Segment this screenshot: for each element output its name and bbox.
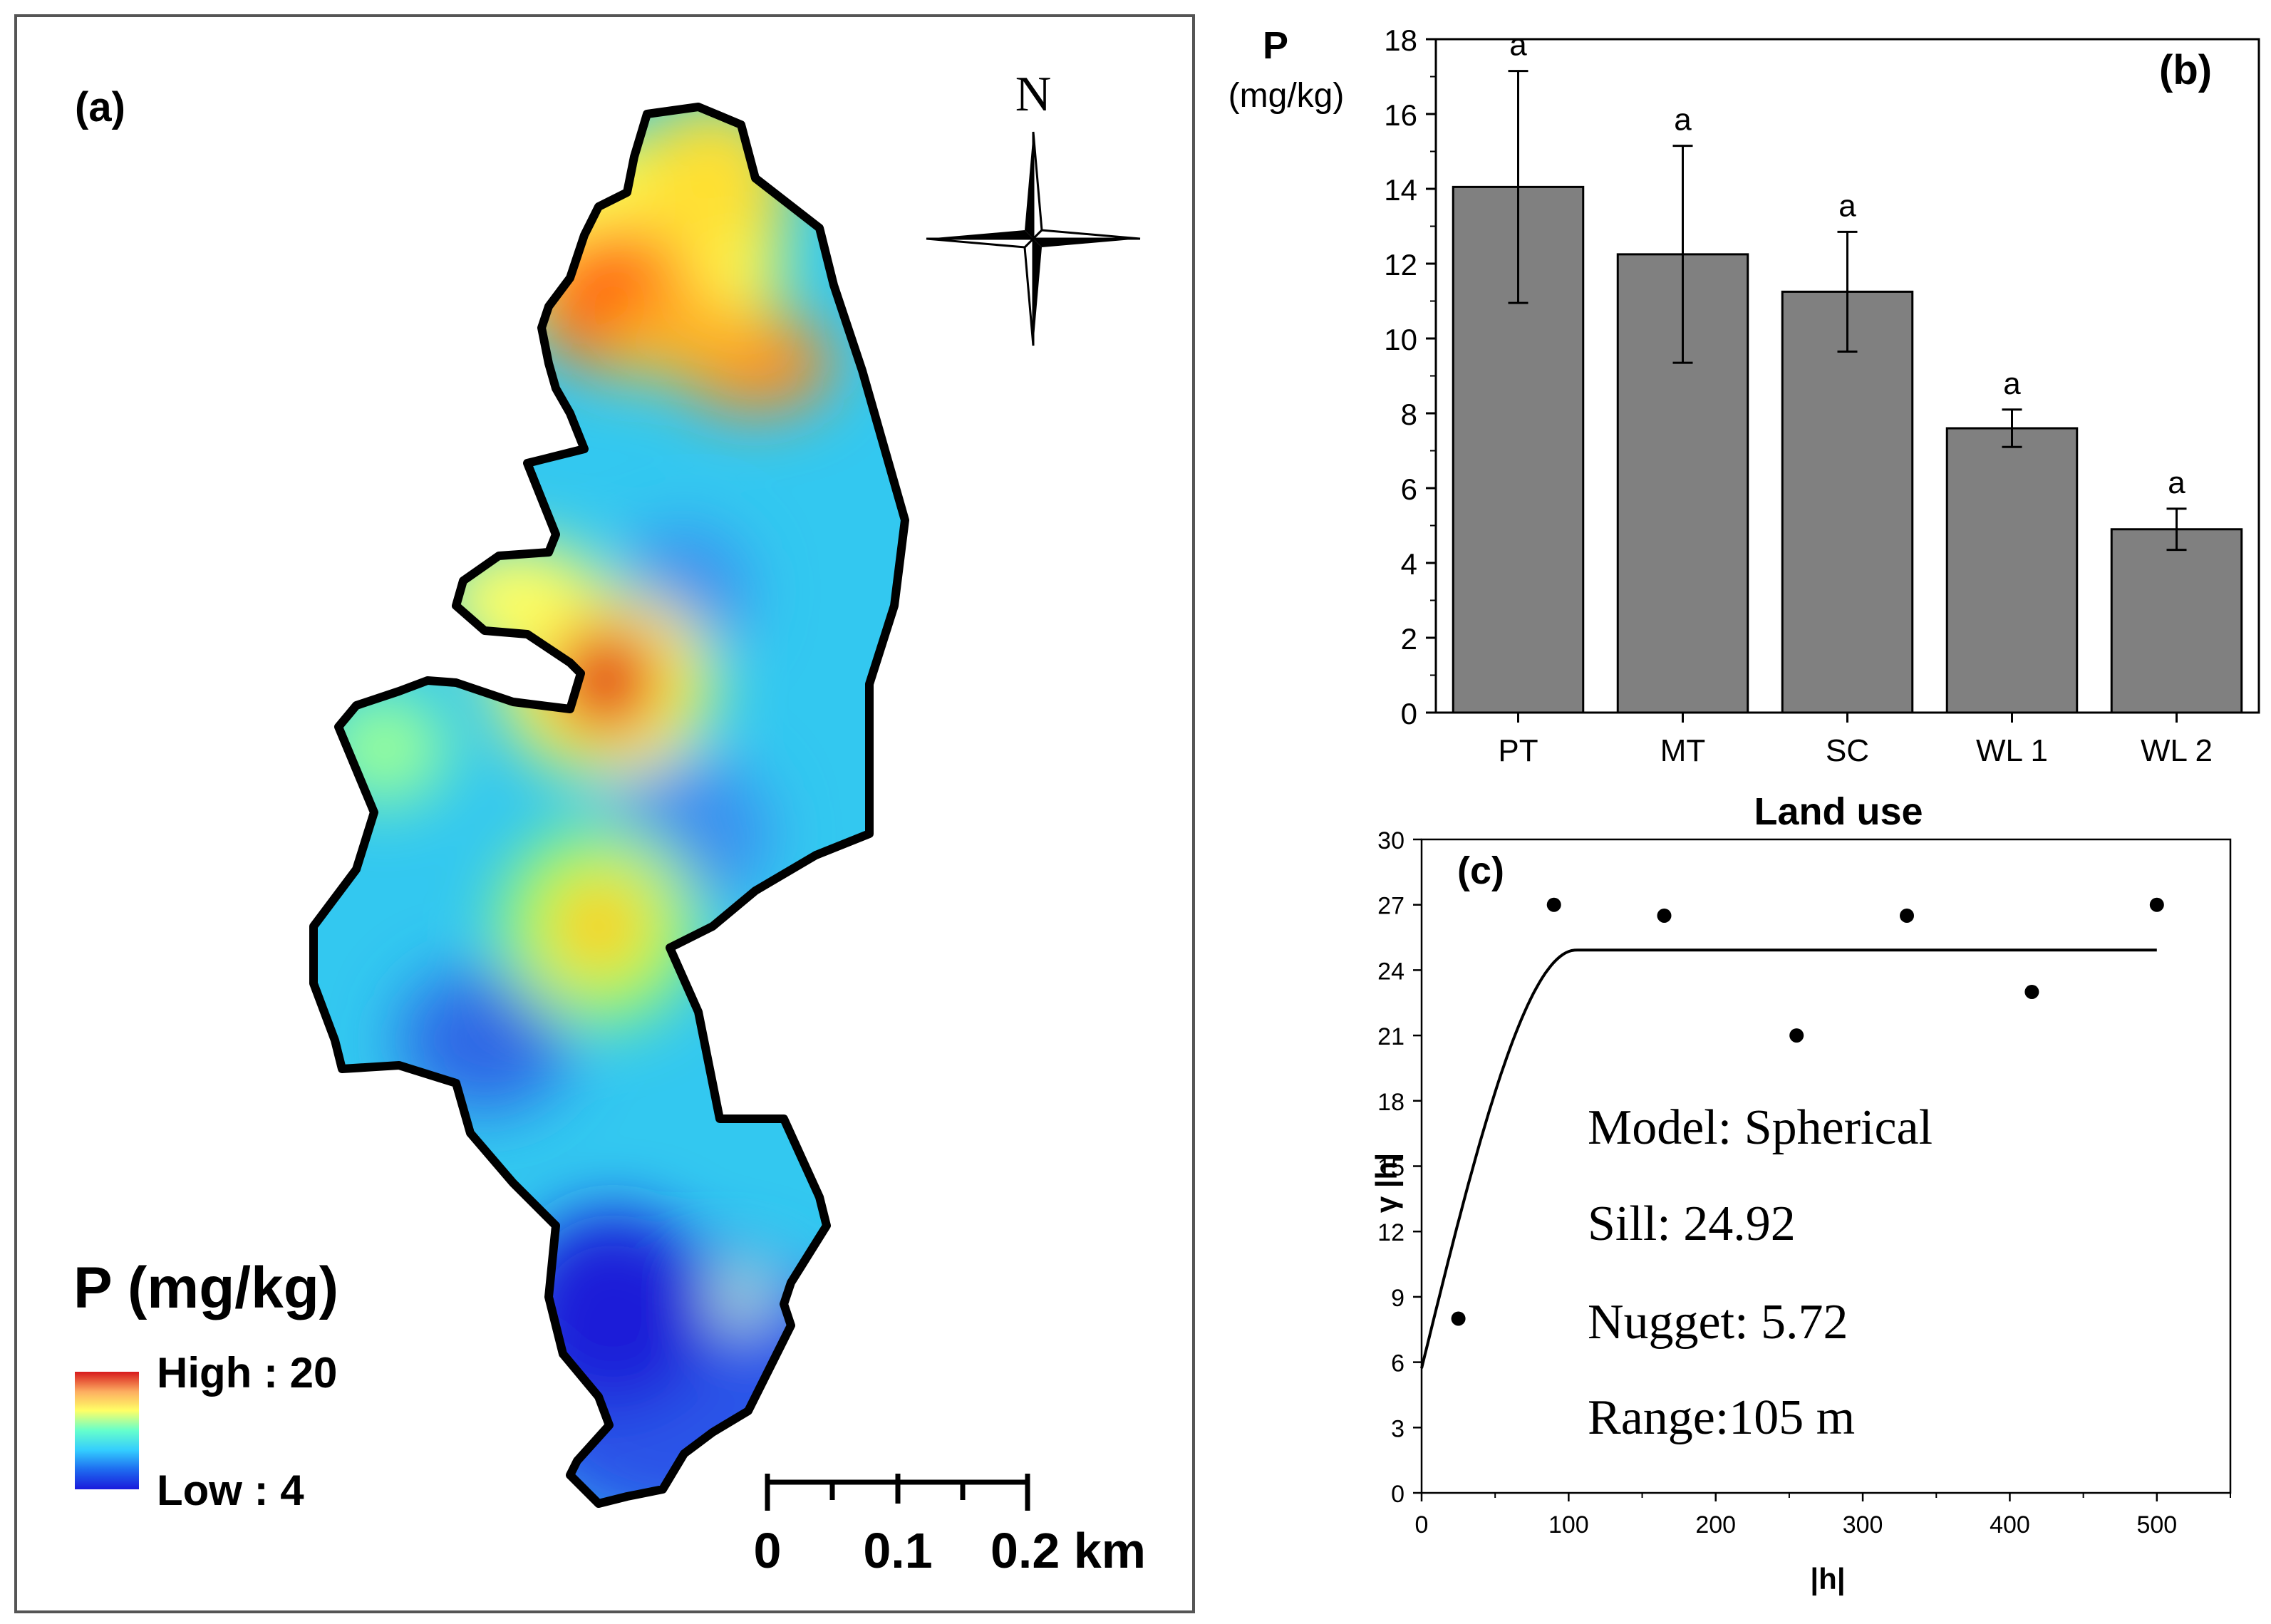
variogram-xtick-label: 400 — [1990, 1511, 2030, 1538]
variogram-ytick-label: 15 — [1377, 1154, 1404, 1181]
bar-xtick-label: SC — [1826, 733, 1869, 768]
semivariance-point — [1657, 908, 1672, 923]
variogram-ytick-label: 12 — [1377, 1219, 1404, 1246]
variogram-ytick-label: 27 — [1377, 893, 1404, 920]
scale-label-0: 0 — [754, 1523, 782, 1578]
bar-marks: 0 2 4 6 8 10 12 14 16 18 a PT a MT a SC a WL 1 a WL 2 — [1384, 24, 2260, 768]
nugget-annotation: Nugget: 5.72 — [1588, 1295, 1848, 1350]
model-annotation: Model: Spherical — [1588, 1100, 1933, 1155]
bar-xtick-label: WL 2 — [2141, 733, 2213, 768]
bar — [2110, 528, 2243, 714]
scale-label-2: 0.2 km — [990, 1523, 1146, 1578]
variogram-ytick-label: 18 — [1377, 1089, 1404, 1116]
variogram-ylabel: γ |h| — [1370, 1153, 1404, 1213]
spherical-model-curve — [1420, 948, 2157, 1369]
semivariance-point — [2024, 984, 2039, 999]
semivariance-point — [1900, 908, 1914, 923]
bar-ylabel-line2: (mg/kg) — [1228, 77, 1345, 115]
panel-b-label: (b) — [2159, 47, 2212, 93]
bar-ytick-label: 16 — [1384, 98, 1417, 132]
variogram-ytick-label: 6 — [1391, 1350, 1404, 1377]
significance-letter: a — [2003, 366, 2021, 401]
bar-ytick-label: 2 — [1401, 622, 1417, 656]
bar-ytick-label: 12 — [1384, 248, 1417, 281]
bar-ytick-label: 10 — [1384, 323, 1417, 356]
bar-xtick-label: MT — [1660, 733, 1706, 768]
panel-b: P (mg/kg) (b) Land use 0 2 4 6 8 10 12 14 16 18 a P… — [1228, 24, 2260, 833]
semivariance-point — [2149, 897, 2164, 912]
bar-xtick-label: PT — [1498, 733, 1538, 768]
north-arrow-icon — [926, 131, 1141, 346]
panel-a: (a) — [14, 14, 1195, 1613]
semivariance-point — [1451, 1311, 1466, 1326]
variogram-ytick-label: 3 — [1391, 1415, 1404, 1442]
significance-letter: a — [1674, 103, 1692, 138]
panel-c-label: (c) — [1457, 849, 1504, 892]
bar-ylabel-line1: P — [1263, 24, 1288, 67]
legend-low-label: Low : 4 — [157, 1467, 304, 1514]
legend-title: P (mg/kg) — [73, 1256, 338, 1320]
variogram-xlabel: |h| — [1810, 1562, 1845, 1596]
variogram-ytick-label: 9 — [1391, 1285, 1404, 1312]
bar-xlabel: Land use — [1754, 790, 1923, 833]
sill-annotation: Sill: 24.92 — [1588, 1196, 1796, 1251]
variogram-ytick-label: 30 — [1377, 827, 1404, 854]
north-label: N — [1015, 67, 1052, 122]
variogram-xtick-label: 500 — [2136, 1511, 2177, 1538]
variogram-xtick-label: 0 — [1415, 1511, 1429, 1538]
variogram-ytick-label: 24 — [1377, 958, 1404, 985]
semivariance-point — [1546, 897, 1561, 912]
variogram-ytick-label: 21 — [1377, 1023, 1404, 1050]
variogram-xtick-label: 300 — [1843, 1511, 1883, 1538]
bar — [1945, 427, 2079, 714]
variogram-xtick-label: 100 — [1548, 1511, 1589, 1538]
significance-letter: a — [2168, 465, 2185, 500]
legend-high-label: High : 20 — [157, 1349, 337, 1397]
scale-bar — [765, 1474, 1030, 1511]
legend-color-ramp — [75, 1372, 139, 1489]
panel-c: (c) |h| γ |h| Model: Spherical Sill: 24.… — [1370, 827, 2232, 1596]
scale-label-1: 0.1 — [863, 1523, 932, 1578]
panel-a-label: (a) — [75, 84, 125, 130]
semivariance-point — [1789, 1028, 1804, 1043]
bar-ytick-label: 18 — [1384, 24, 1417, 57]
bar-ytick-label: 8 — [1401, 398, 1417, 431]
bar-ytick-label: 4 — [1401, 547, 1417, 581]
significance-letter: a — [1509, 28, 1527, 63]
bar-ytick-label: 0 — [1401, 697, 1417, 730]
bar-ytick-label: 6 — [1401, 472, 1417, 506]
range-annotation: Range:105 m — [1588, 1390, 1855, 1445]
bar — [1781, 290, 1914, 714]
bar-xtick-label: WL 1 — [1976, 733, 2048, 768]
variogram-ytick-label: 0 — [1391, 1481, 1404, 1508]
significance-letter: a — [1838, 188, 1856, 223]
bar-ytick-label: 14 — [1384, 173, 1417, 207]
variogram-xtick-label: 200 — [1695, 1511, 1736, 1538]
